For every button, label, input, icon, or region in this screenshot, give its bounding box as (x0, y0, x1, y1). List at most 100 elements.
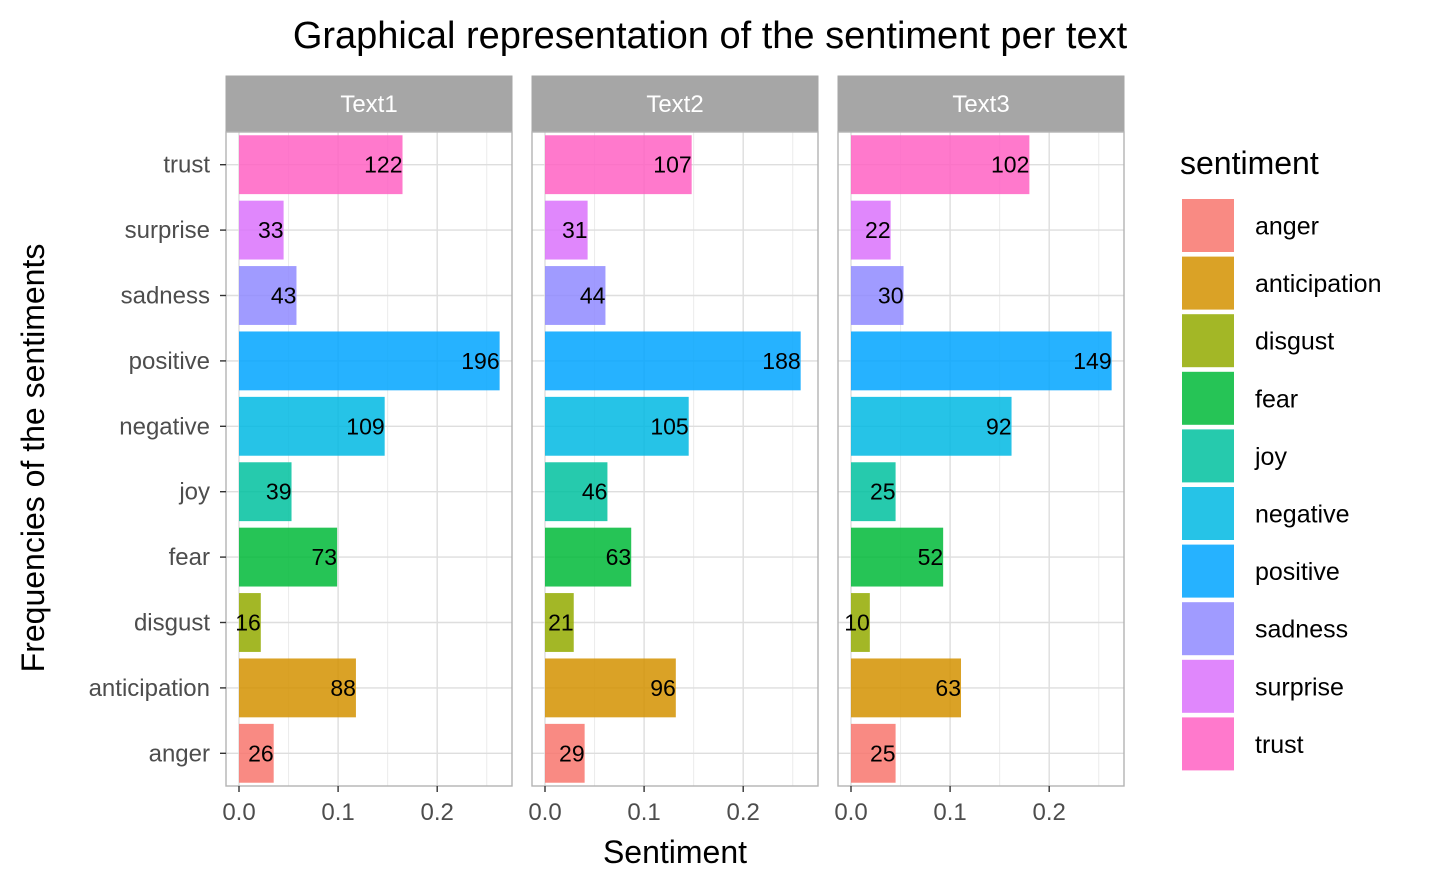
bar-trust (851, 135, 1030, 195)
bar-label-negative: 105 (650, 413, 688, 439)
legend-label-trust: trust (1255, 731, 1304, 759)
y-tick-label-positive: positive (129, 348, 210, 375)
x-tick-label: 0.1 (627, 799, 660, 826)
x-tick-label: 0.2 (421, 799, 454, 826)
x-tick-label: 0.0 (834, 799, 867, 826)
bar-label-positive: 188 (762, 348, 800, 374)
bar-sadness (239, 266, 297, 325)
legend-key-disgust (1182, 314, 1234, 368)
y-tick-label-disgust: disgust (134, 610, 210, 637)
legend-label-anger: anger (1255, 213, 1319, 241)
bar-label-positive: 196 (461, 348, 499, 374)
bar-disgust (545, 593, 574, 652)
panel-border (837, 131, 1125, 787)
y-axis-title: Frequencies of the sentiments (15, 244, 51, 673)
panel-border (225, 131, 513, 787)
bar-label-disgust: 16 (235, 610, 261, 636)
bar-sadness (545, 266, 606, 325)
y-tick-label-anticipation: anticipation (89, 675, 210, 702)
bar-surprise (851, 200, 891, 260)
y-tick-label-surprise: surprise (125, 217, 210, 244)
legend-key-positive (1182, 544, 1234, 598)
legend-key-anger (1182, 199, 1234, 252)
x-axis-title: Sentiment (603, 834, 747, 870)
bar-anger (851, 723, 896, 783)
chart-title: Graphical representation of the sentimen… (293, 15, 1128, 57)
bar-positive (851, 331, 1112, 391)
bar-label-anticipation: 88 (330, 675, 356, 701)
bar-joy (239, 462, 292, 522)
bar-anticipation (851, 658, 962, 718)
legend-label-joy: joy (1254, 443, 1287, 471)
bar-positive (239, 331, 500, 391)
panel-border (531, 131, 819, 787)
facet-strip-label: Text3 (952, 91, 1009, 118)
legend-label-sadness: sadness (1255, 616, 1348, 644)
bar-anger (239, 723, 274, 783)
facet-strip (837, 75, 1125, 133)
bar-label-negative: 92 (986, 413, 1012, 439)
legend-label-disgust: disgust (1255, 328, 1334, 356)
bar-trust (239, 135, 403, 195)
x-tick-label: 0.0 (222, 799, 255, 826)
facet-panel-text2: Text2 29 96 21 63 46 105 188 44 31 107 0.0 0.1 0.2 (528, 75, 819, 826)
legend-title: sentiment (1180, 145, 1319, 181)
bar-negative (239, 396, 385, 456)
facet-strip (531, 75, 819, 133)
bar-label-surprise: 33 (258, 217, 284, 243)
legend-key-joy (1182, 429, 1234, 483)
bar-disgust (851, 593, 870, 652)
y-tick-label-sadness: sadness (121, 283, 210, 310)
bar-joy (851, 462, 896, 522)
bar-surprise (239, 200, 284, 260)
bar-anticipation (545, 658, 676, 718)
bar-label-trust: 107 (653, 152, 691, 178)
bar-joy (545, 462, 608, 522)
bar-label-fear: 73 (312, 544, 338, 570)
facet-strip-label: Text2 (646, 91, 703, 118)
legend-key-anticipation (1182, 256, 1234, 310)
bar-label-disgust: 10 (844, 610, 870, 636)
x-tick-label: 0.2 (1033, 799, 1066, 826)
bar-label-anger: 25 (870, 740, 896, 766)
bar-negative (545, 396, 689, 456)
bar-label-joy: 25 (870, 479, 896, 505)
bar-label-surprise: 22 (865, 217, 891, 243)
bar-anticipation (239, 658, 356, 718)
facet-panel-text1: Text1 26 88 16 73 39 109 196 43 33 122 0.0 0.1 0.2 (222, 75, 513, 826)
legend-label-anticipation: anticipation (1255, 270, 1381, 298)
facet-strip (225, 75, 513, 133)
bar-label-sadness: 44 (580, 283, 606, 309)
legend-key-fear (1182, 371, 1234, 425)
bar-label-anticipation: 96 (650, 675, 676, 701)
bar-anger (545, 723, 585, 783)
bar-trust (545, 135, 692, 195)
bar-fear (545, 527, 632, 587)
bar-label-sadness: 43 (271, 283, 297, 309)
bar-label-fear: 63 (606, 544, 632, 570)
bar-disgust (239, 593, 261, 652)
legend: sentiment anger anticipation disgust fear jo… (1180, 145, 1381, 771)
bar-fear (239, 527, 338, 587)
legend-label-negative: negative (1255, 501, 1350, 529)
x-tick-label: 0.1 (321, 799, 354, 826)
facet-strip-label: Text1 (340, 91, 397, 118)
y-axis-ticks: anger anticipation disgust fear joy negative p… (89, 152, 226, 767)
bar-label-anger: 26 (248, 740, 274, 766)
bar-label-disgust: 21 (548, 610, 574, 636)
x-tick-label: 0.1 (933, 799, 966, 826)
bar-negative (851, 396, 1012, 456)
bar-label-trust: 122 (364, 152, 402, 178)
bar-surprise (545, 200, 588, 260)
bar-label-positive: 149 (1073, 348, 1111, 374)
bar-label-negative: 109 (346, 413, 384, 439)
bar-label-joy: 46 (582, 479, 608, 505)
bar-label-sadness: 30 (878, 283, 904, 309)
facet-panel-text3: Text3 25 63 10 52 25 92 149 30 22 102 0.0 0.1 0.2 (834, 75, 1125, 826)
y-tick-label-fear: fear (169, 544, 210, 571)
x-tick-label: 0.2 (727, 799, 760, 826)
bar-label-trust: 102 (991, 152, 1029, 178)
bar-label-anger: 29 (559, 740, 585, 766)
